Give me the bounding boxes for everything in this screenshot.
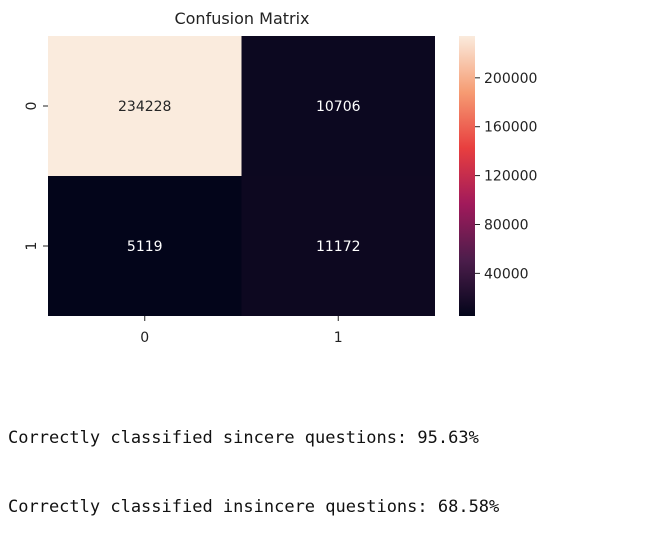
colorbar-tick-label-4: 200000 (484, 71, 537, 87)
x-tick-label-1: 1 (334, 330, 343, 346)
x-tick-label-0: 0 (140, 330, 149, 346)
cell-value-label-1-1: 11172 (316, 239, 361, 255)
y-tick-label-1: 1 (24, 242, 40, 251)
insincere-accuracy-line: Correctly classified insincere questions… (8, 497, 500, 517)
y-axis-ticks: 01 (24, 102, 48, 251)
y-tick-label-0: 0 (24, 102, 40, 111)
cell-value-label-0-1: 10706 (316, 99, 361, 115)
heatmap-cell-0-0 (48, 36, 242, 176)
output-text: Correctly classified sincere questions: … (8, 381, 499, 542)
heatmap-cells: 234228 10706 5119 11172 (48, 36, 435, 316)
colorbar-ticks: 40000 80000 120000 160000 200000 (475, 71, 537, 282)
colorbar-tick-label-3: 160000 (484, 120, 537, 136)
colorbar-tick-label-0: 40000 (484, 266, 529, 282)
chart-title: Confusion Matrix (174, 9, 309, 28)
cell-value-label-0-0: 234228 (118, 99, 171, 115)
cell-value-label-1-0: 5119 (127, 239, 163, 255)
heatmap-cell-0-1 (241, 36, 435, 176)
heatmap-cell-1-1 (241, 176, 435, 316)
colorbar-tick-label-1: 80000 (484, 217, 529, 233)
heatmap-cell-1-0 (48, 176, 242, 316)
colorbar (459, 36, 475, 316)
colorbar-tick-label-2: 120000 (484, 169, 537, 185)
